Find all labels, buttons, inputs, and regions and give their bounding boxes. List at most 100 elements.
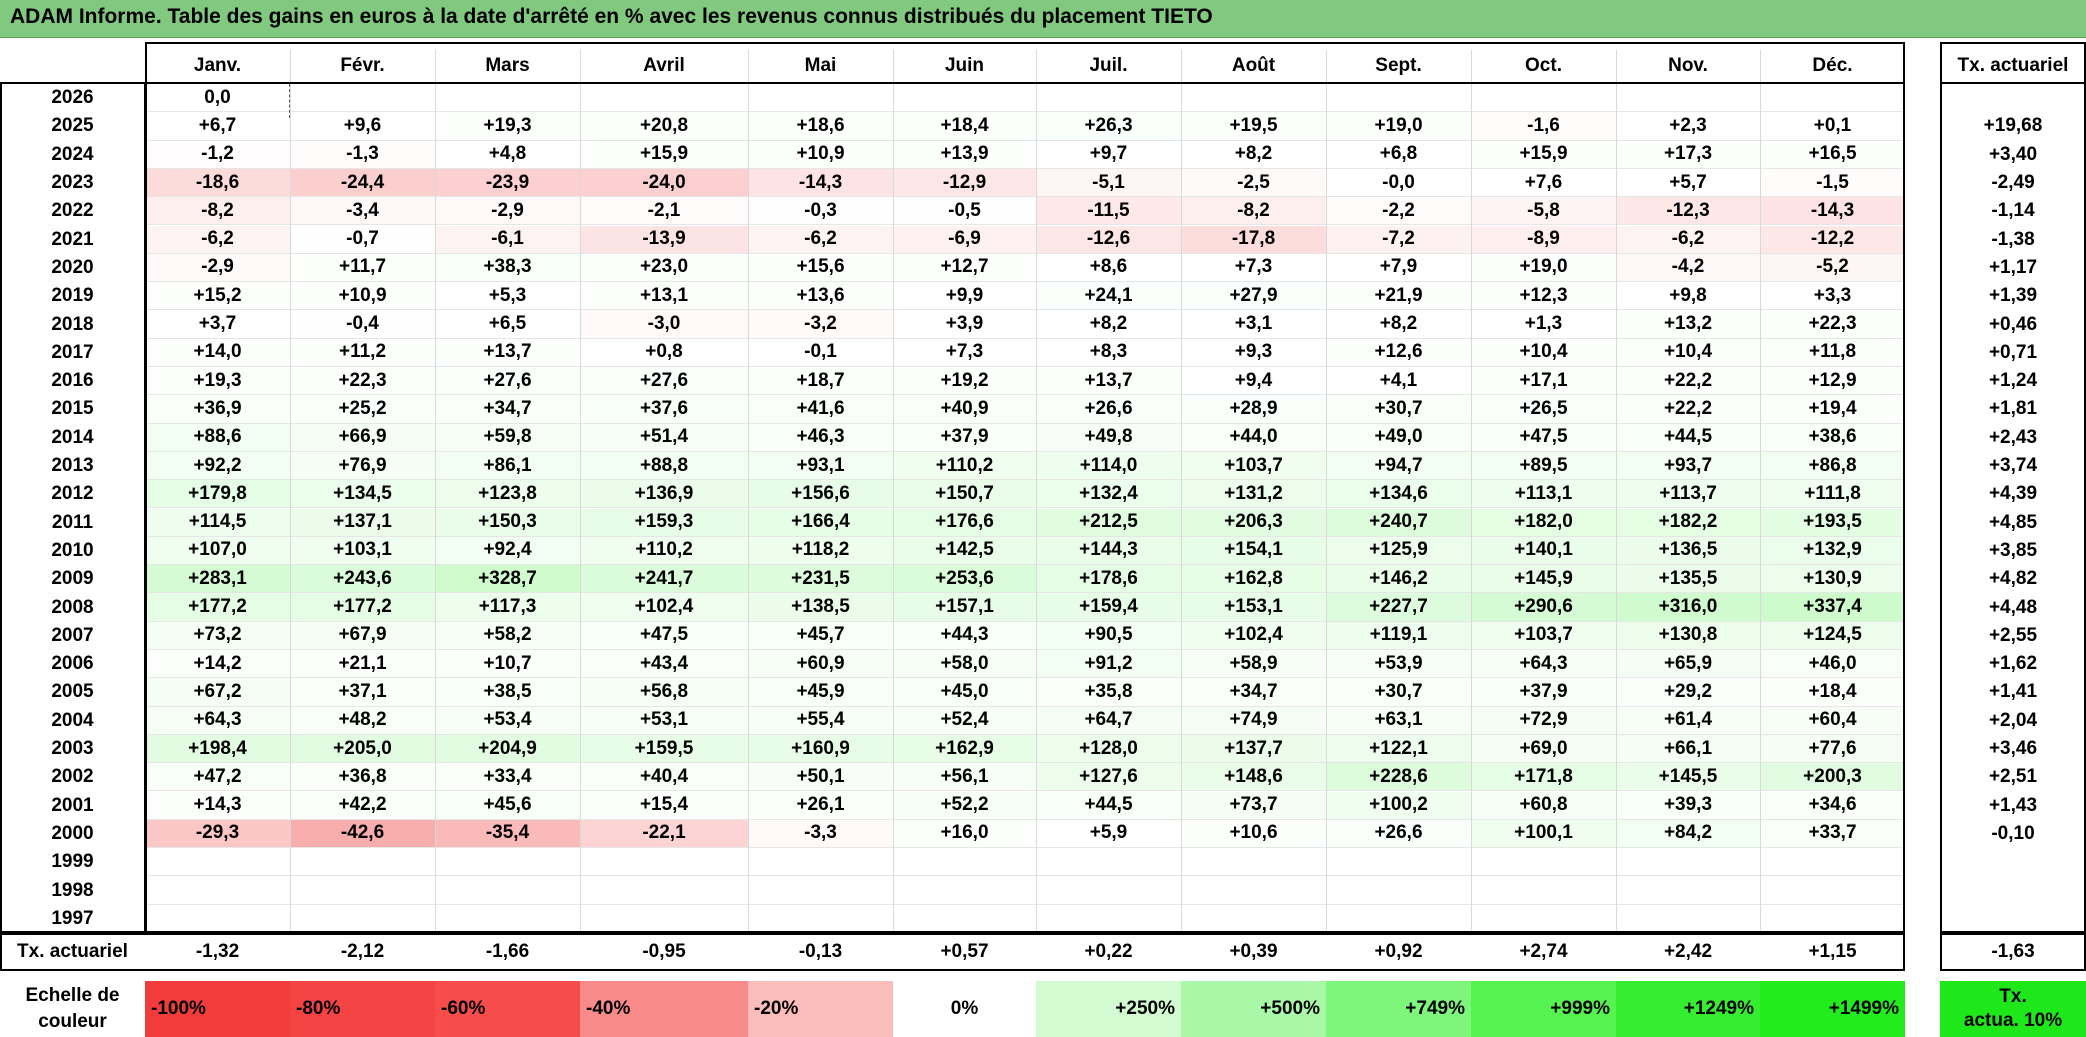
table-cell[interactable]: -5,8 <box>1471 197 1616 226</box>
table-cell[interactable]: +27,6 <box>435 367 580 396</box>
table-cell[interactable]: +130,8 <box>1616 621 1760 650</box>
table-cell[interactable]: +10,9 <box>290 282 435 311</box>
table-cell[interactable]: +28,9 <box>1181 395 1326 424</box>
table-cell[interactable]: +72,9 <box>1471 706 1616 735</box>
table-cell[interactable]: +7,6 <box>1471 168 1616 198</box>
table-cell[interactable]: +23,0 <box>580 253 748 283</box>
table-cell[interactable]: 0,0 <box>145 84 290 113</box>
table-cell[interactable]: +44,5 <box>1616 423 1760 452</box>
table-cell[interactable]: -14,3 <box>748 168 893 198</box>
table-cell[interactable]: +88,6 <box>145 423 290 452</box>
table-cell[interactable]: -2,9 <box>145 253 290 283</box>
table-cell[interactable]: +150,3 <box>435 508 580 537</box>
table-cell[interactable]: -0,1 <box>748 338 893 367</box>
table-cell[interactable]: +37,1 <box>290 678 435 707</box>
table-cell[interactable]: +37,9 <box>1471 678 1616 707</box>
table-cell[interactable]: +3,9 <box>893 310 1036 339</box>
table-cell[interactable]: +103,7 <box>1181 451 1326 481</box>
table-cell[interactable]: +35,8 <box>1036 678 1181 707</box>
table-cell[interactable]: +110,2 <box>580 536 748 566</box>
table-cell[interactable]: +19,3 <box>435 112 580 141</box>
summary-cell[interactable]: +0,57 <box>940 941 989 962</box>
table-cell[interactable]: +44,3 <box>893 621 1036 650</box>
table-cell[interactable]: -1,5 <box>1760 168 1905 198</box>
table-cell[interactable]: +166,4 <box>748 508 893 537</box>
annual-cell[interactable]: +4,82 <box>1988 568 2038 590</box>
table-cell[interactable]: +10,7 <box>435 650 580 679</box>
table-cell[interactable]: +92,4 <box>435 536 580 566</box>
table-cell[interactable]: -6,2 <box>145 225 290 254</box>
table-cell[interactable]: +10,9 <box>748 140 893 169</box>
table-cell[interactable]: +102,4 <box>580 593 748 622</box>
table-cell[interactable]: +110,2 <box>893 451 1036 481</box>
annual-cell[interactable]: +3,85 <box>1988 539 2038 561</box>
table-cell[interactable] <box>748 904 893 933</box>
table-cell[interactable] <box>580 904 748 933</box>
table-cell[interactable]: +128,0 <box>1036 734 1181 764</box>
table-cell[interactable]: +76,9 <box>290 451 435 481</box>
annual-cell[interactable]: +1,62 <box>1988 653 2038 675</box>
annual-cell[interactable]: -2,49 <box>1991 172 2035 194</box>
table-cell[interactable]: -2,2 <box>1326 197 1471 226</box>
table-cell[interactable]: +6,8 <box>1326 140 1471 169</box>
table-cell[interactable]: +86,8 <box>1760 451 1905 481</box>
table-cell[interactable]: +69,0 <box>1471 734 1616 764</box>
table-cell[interactable]: +93,7 <box>1616 451 1760 481</box>
table-cell[interactable]: -6,2 <box>748 225 893 254</box>
table-cell[interactable]: +92,2 <box>145 451 290 481</box>
table-cell[interactable]: +13,1 <box>580 282 748 311</box>
table-cell[interactable]: +12,7 <box>893 253 1036 283</box>
table-cell[interactable]: +171,8 <box>1471 763 1616 792</box>
table-cell[interactable]: +56,8 <box>580 678 748 707</box>
summary-cell[interactable]: +0,39 <box>1229 941 1278 962</box>
table-cell[interactable]: +13,2 <box>1616 310 1760 339</box>
table-cell[interactable]: +131,2 <box>1181 480 1326 509</box>
table-cell[interactable]: +3,3 <box>1760 282 1905 311</box>
table-cell[interactable] <box>1181 84 1326 113</box>
table-cell[interactable]: +146,2 <box>1326 565 1471 594</box>
table-cell[interactable] <box>435 904 580 933</box>
annual-cell[interactable]: +1,41 <box>1988 681 2038 703</box>
table-cell[interactable] <box>748 84 893 113</box>
table-cell[interactable] <box>580 876 748 905</box>
table-cell[interactable] <box>1760 904 1905 933</box>
table-cell[interactable]: +60,4 <box>1760 706 1905 735</box>
table-cell[interactable]: +89,5 <box>1471 451 1616 481</box>
annual-cell[interactable]: +2,55 <box>1988 624 2038 646</box>
table-cell[interactable]: +16,5 <box>1760 140 1905 169</box>
table-cell[interactable]: +228,6 <box>1326 763 1471 792</box>
table-cell[interactable]: +53,4 <box>435 706 580 735</box>
table-cell[interactable]: +157,1 <box>893 593 1036 622</box>
table-cell[interactable]: +45,0 <box>893 678 1036 707</box>
table-cell[interactable]: -7,2 <box>1326 225 1471 254</box>
table-cell[interactable]: +51,4 <box>580 423 748 452</box>
table-cell[interactable]: +58,2 <box>435 621 580 650</box>
summary-annual[interactable]: -1,63 <box>1991 941 2035 962</box>
table-cell[interactable]: +77,6 <box>1760 734 1905 764</box>
table-cell[interactable]: +34,7 <box>435 395 580 424</box>
table-cell[interactable] <box>1036 904 1181 933</box>
table-cell[interactable]: -22,1 <box>580 819 748 849</box>
table-cell[interactable]: +59,8 <box>435 423 580 452</box>
table-cell[interactable]: -12,6 <box>1036 225 1181 254</box>
table-cell[interactable]: +45,6 <box>435 791 580 820</box>
table-cell[interactable]: +2,3 <box>1616 112 1760 141</box>
table-cell[interactable] <box>290 848 435 877</box>
table-cell[interactable]: -1,6 <box>1471 112 1616 141</box>
table-cell[interactable]: +39,3 <box>1616 791 1760 820</box>
table-cell[interactable]: +10,4 <box>1616 338 1760 367</box>
table-cell[interactable]: +44,0 <box>1181 423 1326 452</box>
table-cell[interactable]: +7,3 <box>893 338 1036 367</box>
table-cell[interactable]: -8,2 <box>145 197 290 226</box>
annual-cell[interactable]: +1,17 <box>1988 256 2038 278</box>
table-cell[interactable]: +14,3 <box>145 791 290 820</box>
table-cell[interactable]: +50,1 <box>748 763 893 792</box>
table-cell[interactable]: +9,7 <box>1036 140 1181 169</box>
annual-cell[interactable]: +4,85 <box>1988 511 2038 533</box>
table-cell[interactable]: +63,1 <box>1326 706 1471 735</box>
table-cell[interactable]: +134,6 <box>1326 480 1471 509</box>
annual-cell[interactable] <box>1940 905 2086 933</box>
table-cell[interactable]: +102,4 <box>1181 621 1326 650</box>
annual-cell[interactable]: -1,14 <box>1991 200 2035 222</box>
table-cell[interactable]: +26,3 <box>1036 112 1181 141</box>
